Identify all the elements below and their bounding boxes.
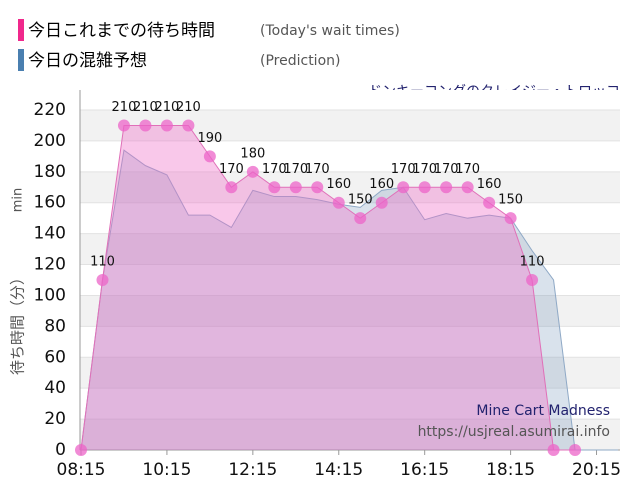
- legend-note: (Prediction): [260, 53, 340, 69]
- legend-note: (Today's wait times): [260, 23, 400, 39]
- data-label: 150: [498, 193, 523, 208]
- legend-swatch: [18, 49, 24, 71]
- x-tick-label: 16:15: [400, 460, 449, 480]
- y-axis-label: 待ち時間（分）: [9, 270, 27, 375]
- data-point: [569, 444, 582, 456]
- data-point: [311, 181, 324, 194]
- legend-label: 今日の混雑予想: [28, 51, 147, 71]
- grid-band: [80, 233, 620, 265]
- data-label: 170: [412, 162, 437, 177]
- x-tick-label: 12:15: [228, 460, 277, 480]
- data-point: [117, 119, 130, 132]
- data-label: 170: [219, 162, 244, 177]
- data-label: 210: [133, 100, 158, 115]
- annotation: https://usjreal.asumirai.info: [418, 424, 610, 440]
- data-label: 110: [90, 255, 115, 270]
- y-tick-label: 200: [34, 131, 66, 151]
- y-tick-label: 0: [55, 440, 66, 460]
- x-tick-label: 18:15: [486, 460, 535, 480]
- data-label: 170: [434, 162, 459, 177]
- plot-background: [80, 90, 620, 450]
- data-label: 110: [520, 255, 545, 270]
- legend-label: 今日これまでの待ち時間: [28, 21, 215, 41]
- data-label: 170: [391, 162, 416, 177]
- annotation: Mine Cart Madness: [476, 403, 610, 419]
- y-tick-label: 140: [34, 224, 66, 244]
- data-point: [547, 444, 560, 456]
- y-tick-label: 80: [44, 316, 66, 336]
- area-fill: [81, 150, 618, 450]
- x-tick-label: 08:15: [57, 460, 106, 480]
- data-label: 170: [283, 162, 308, 177]
- data-label: 160: [369, 177, 394, 192]
- data-label: 170: [262, 162, 287, 177]
- data-point: [246, 165, 259, 178]
- data-point: [96, 274, 109, 286]
- data-label: 160: [477, 177, 502, 192]
- data-point: [504, 212, 517, 225]
- y-tick-label: 180: [34, 162, 66, 182]
- grid-band: [80, 357, 620, 389]
- data-label: 210: [112, 100, 137, 115]
- legend-swatch: [18, 19, 24, 41]
- data-point: [139, 119, 152, 132]
- y-tick-label: 100: [34, 285, 66, 305]
- data-point: [75, 444, 87, 456]
- data-point: [268, 181, 281, 194]
- data-point: [418, 181, 431, 194]
- y-tick-label: 220: [34, 100, 66, 120]
- data-label: 150: [348, 193, 373, 208]
- series-line: [80, 149, 618, 451]
- y-axis-unit: min: [11, 188, 26, 213]
- data-label: 170: [305, 162, 330, 177]
- data-point: [289, 181, 302, 194]
- data-point: [203, 150, 216, 163]
- data-point: [332, 196, 345, 209]
- data-point: [483, 196, 496, 209]
- data-label: 210: [176, 100, 201, 115]
- grid-band: [80, 295, 620, 327]
- grid-band: [80, 419, 620, 450]
- y-tick-label: 160: [34, 193, 66, 213]
- area-fill: [81, 125, 576, 451]
- data-point: [440, 181, 453, 194]
- data-label: 170: [455, 162, 480, 177]
- y-tick-label: 20: [44, 409, 66, 429]
- y-tick-label: 60: [44, 347, 66, 367]
- data-label: 180: [240, 146, 265, 161]
- data-label: 210: [155, 100, 180, 115]
- x-tick-label: 10:15: [142, 460, 191, 480]
- data-point: [160, 119, 173, 132]
- data-label: 160: [326, 177, 351, 192]
- data-point: [225, 181, 238, 194]
- data-point: [375, 196, 388, 209]
- grid-band: [80, 171, 620, 203]
- data-label: 190: [197, 131, 222, 146]
- data-point: [182, 119, 195, 132]
- data-point: [354, 212, 367, 225]
- plot: 0 20 40 60 80 100 120 140 160 180 200 220 08:15 10:15…: [34, 90, 621, 480]
- data-point: [397, 181, 410, 194]
- y-tick-label: 40: [44, 378, 66, 398]
- data-point: [461, 181, 474, 194]
- data-point: [526, 274, 539, 286]
- x-tick-label: 14:15: [314, 460, 363, 480]
- x-tick-label: 20:15: [572, 460, 621, 480]
- y-tick-label: 120: [34, 255, 66, 275]
